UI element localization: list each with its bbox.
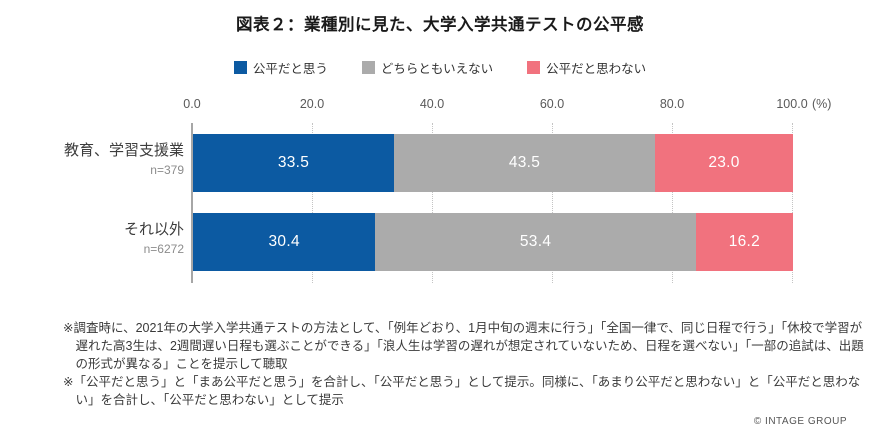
legend: 公平だと思う どちらともいえない 公平だと思わない bbox=[0, 58, 880, 77]
bar-value-label: 23.0 bbox=[708, 154, 740, 171]
x-gridline bbox=[672, 123, 673, 283]
category-label: 教育、学習支援業 bbox=[63, 142, 184, 159]
category-n-label: n=379 bbox=[150, 163, 184, 177]
chart-title: 図表２：業種別に見た、大学入学共通テストの公平感 bbox=[236, 16, 644, 34]
bar-segment: 53.4 bbox=[375, 213, 696, 271]
footnotes: ※調査時に、2021年の大学入学共通テストの方法として、「例年どおり、1月中旬の… bbox=[63, 320, 865, 409]
legend-item-neutral: どちらともいえない bbox=[361, 58, 494, 77]
legend-item-unfair: 公平だと思わない bbox=[527, 58, 646, 77]
category-n-label: n=6272 bbox=[143, 242, 184, 256]
x-gridline bbox=[552, 123, 553, 283]
x-tick-label: 60.0 bbox=[539, 97, 565, 111]
legend-label-unfair: 公平だと思わない bbox=[546, 62, 647, 76]
category-block: 教育、学習支援業 n=379 bbox=[24, 142, 184, 177]
x-gridline bbox=[432, 123, 433, 283]
bar-value-label: 53.4 bbox=[519, 233, 552, 250]
bar-value-label: 16.2 bbox=[728, 233, 761, 250]
bar-segment: 43.5 bbox=[394, 134, 655, 192]
bar-segment: 23.0 bbox=[655, 134, 793, 192]
stacked-bar-chart: 0.0 20.0 40.0 60.0 80.0 100.0 (%) 教育、学習支援業 n=379… bbox=[0, 95, 880, 307]
x-gridline bbox=[312, 123, 313, 283]
legend-swatch-neutral-icon bbox=[361, 61, 375, 74]
bar-value-label: 30.4 bbox=[268, 233, 300, 250]
legend-label-neutral: どちらともいえない bbox=[380, 62, 494, 76]
x-tick-label: 100.0 bbox=[776, 97, 808, 111]
x-gridline bbox=[792, 123, 793, 283]
x-tick-label: 40.0 bbox=[419, 97, 445, 111]
footnote-aggregation: ※「公平だと思う」と「まあ公平だと思う」を合計し、「公平だと思う」として提示。同… bbox=[63, 374, 861, 407]
legend-swatch-unfair-icon bbox=[527, 61, 541, 74]
x-tick-label: 20.0 bbox=[299, 97, 325, 111]
bar-value-label: 33.5 bbox=[277, 154, 310, 171]
category-block: それ以外 n=6272 bbox=[24, 221, 184, 256]
bar-row: 30.4 53.4 16.2 bbox=[193, 213, 793, 271]
footnote-survey-method: ※調査時に、2021年の大学入学共通テストの方法として、「例年どおり、1月中旬の… bbox=[63, 321, 864, 371]
bar-value-label: 43.5 bbox=[508, 154, 541, 171]
bar-segment: 16.2 bbox=[695, 213, 793, 271]
legend-label-fair: 公平だと思う bbox=[252, 62, 328, 76]
copyright-notice: © INTAGE GROUP bbox=[753, 416, 847, 427]
x-axis-unit-label: (%) bbox=[812, 97, 832, 111]
y-axis-line bbox=[191, 123, 193, 283]
bar-segment: 30.4 bbox=[193, 213, 376, 271]
x-tick-label: 0.0 bbox=[183, 97, 201, 111]
legend-item-fair: 公平だと思う bbox=[233, 58, 328, 77]
bar-segment: 33.5 bbox=[193, 134, 394, 192]
bar-row: 33.5 43.5 23.0 bbox=[193, 134, 793, 192]
x-tick-label: 80.0 bbox=[659, 97, 685, 111]
category-label: それ以外 bbox=[123, 221, 184, 238]
legend-swatch-fair-icon bbox=[233, 61, 247, 74]
